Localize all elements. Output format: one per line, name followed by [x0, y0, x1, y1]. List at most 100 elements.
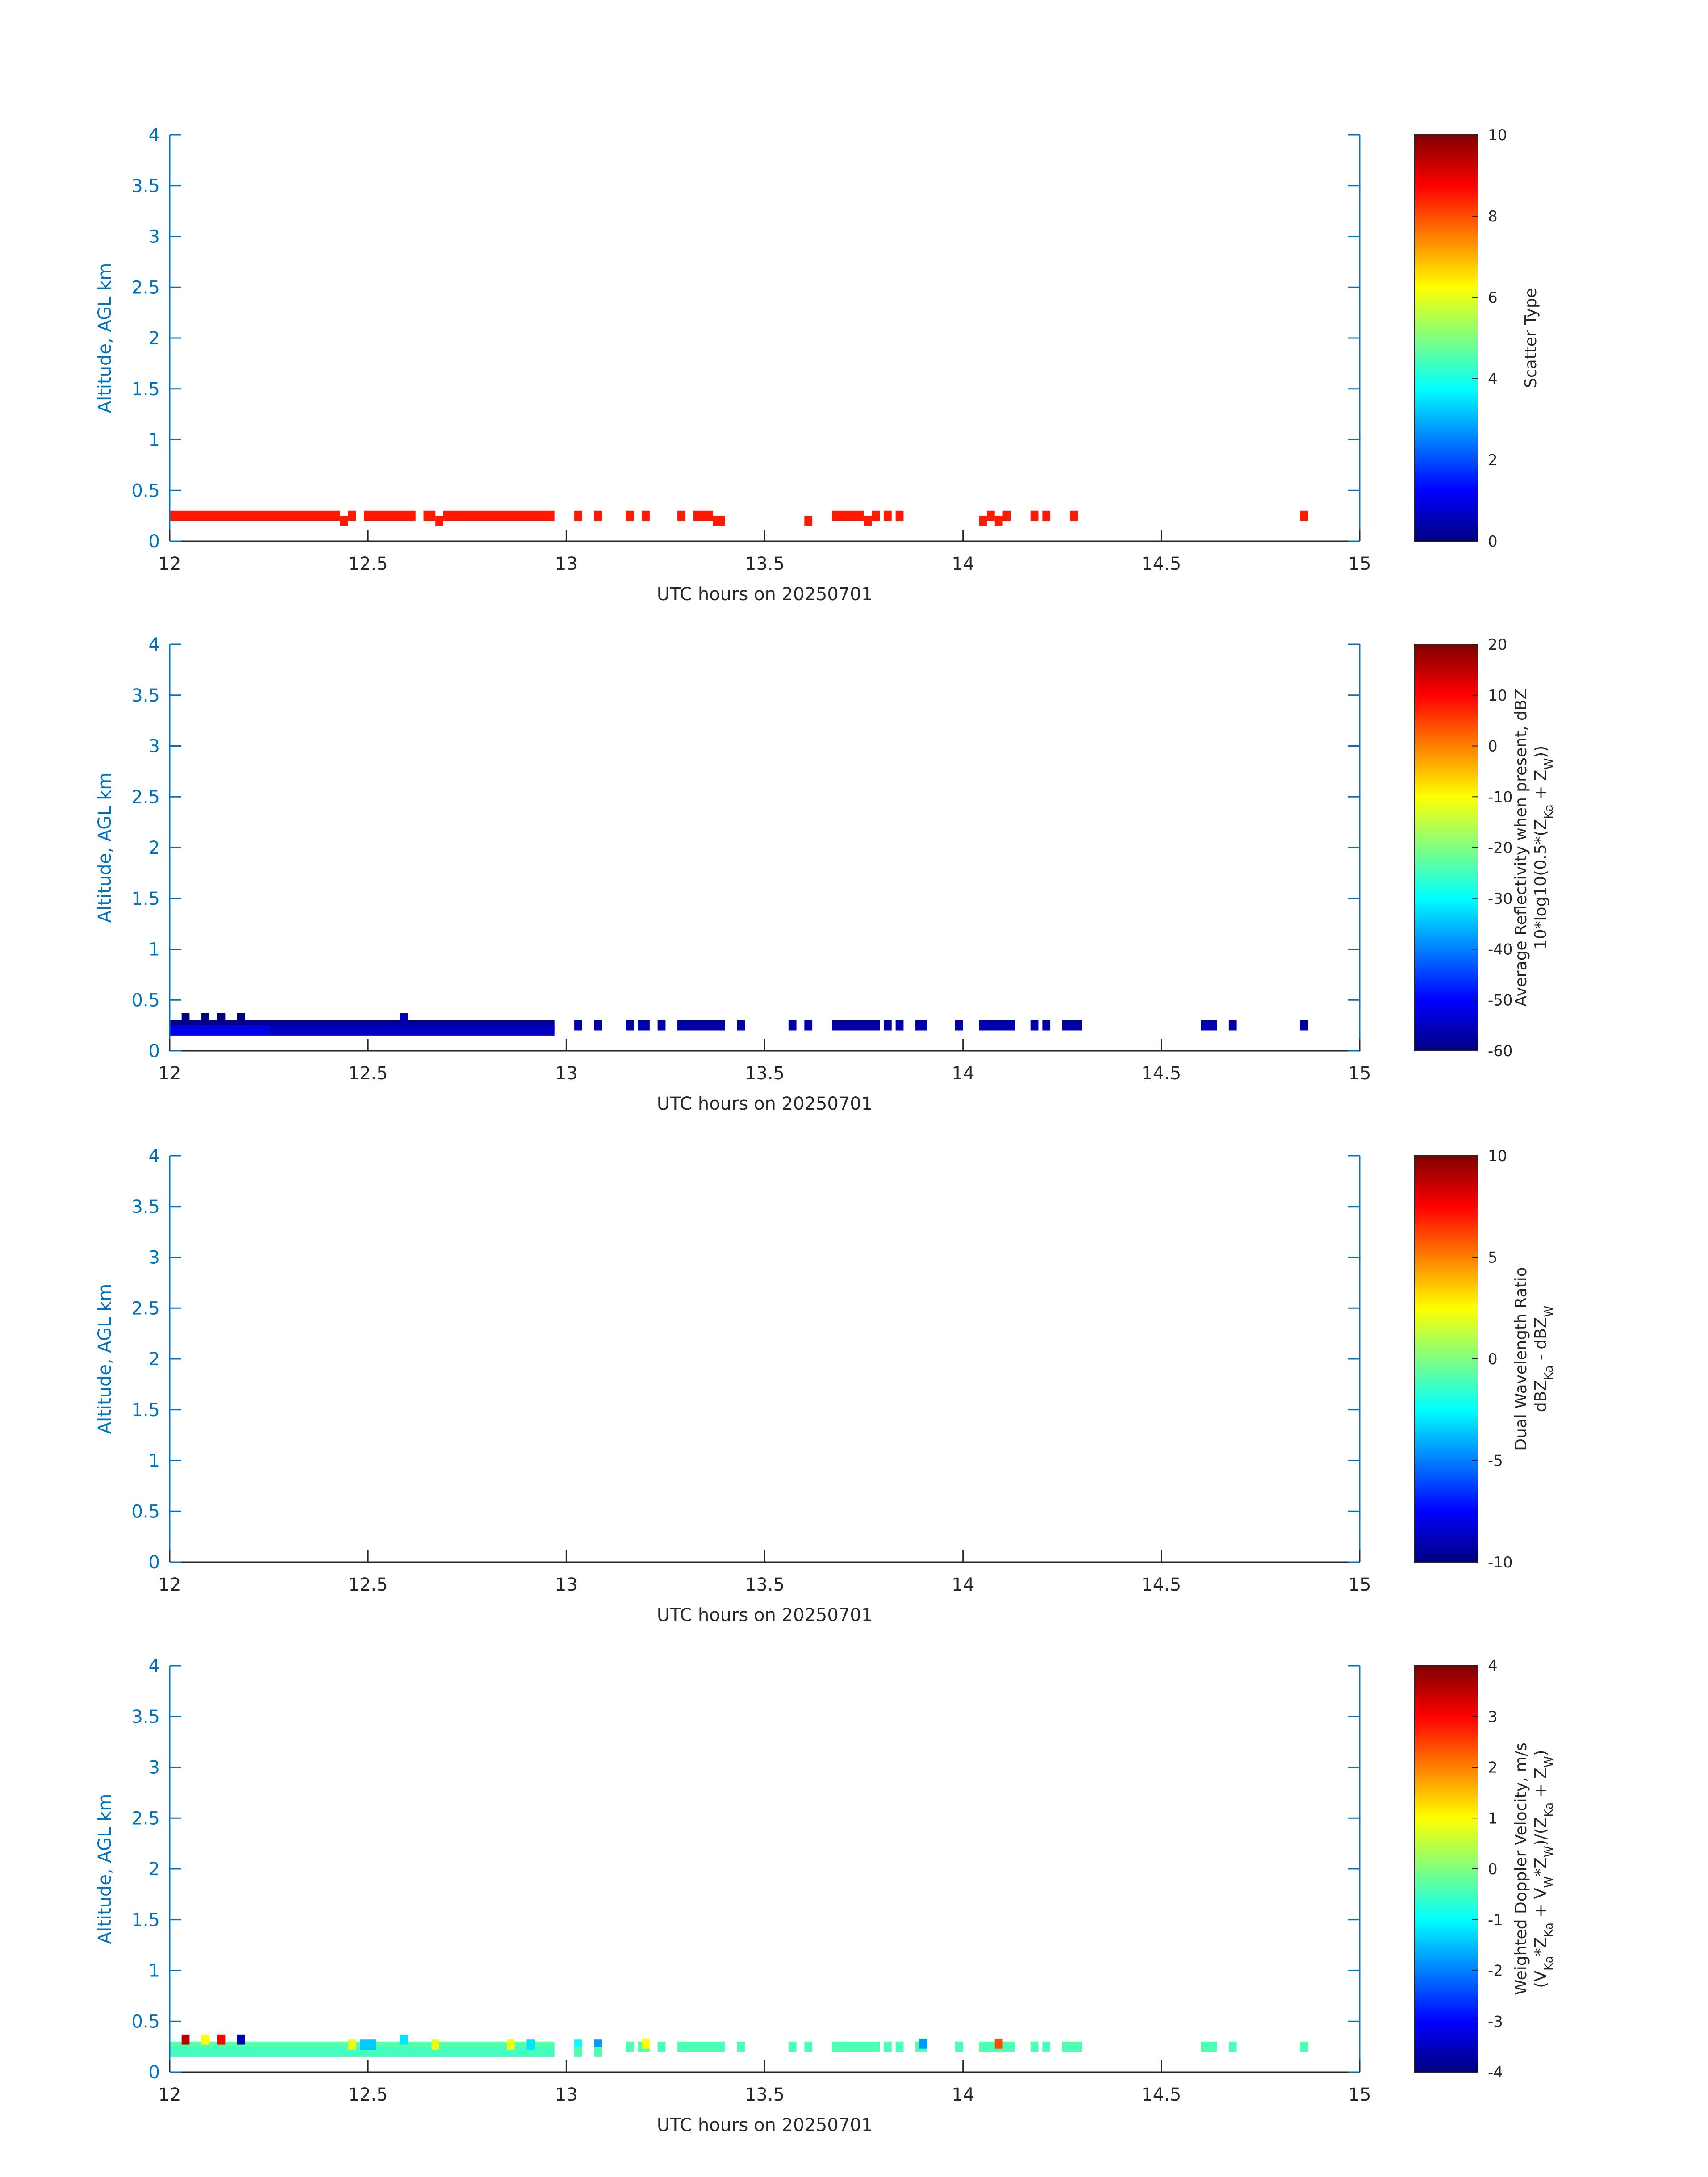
colorbar-tick-label: 6: [1488, 289, 1498, 307]
colorbar-tick-label: -60: [1488, 1042, 1513, 1060]
colorbar-tick-label: -50: [1488, 991, 1513, 1009]
data-cell: [400, 1013, 408, 1024]
y-tick-label: 4: [149, 125, 160, 146]
y-tick-label: 0: [149, 1041, 160, 1061]
y-tick-label: 3.5: [131, 1197, 160, 1217]
data-cell: [1300, 1020, 1308, 1031]
data-cell: [181, 1013, 190, 1024]
colorbar-tick-label: -10: [1488, 788, 1513, 806]
colorbar-gradient: [1414, 1155, 1478, 1563]
colorbar: -10 -5 0 5 10 Dual Wavelength Ratio dBZKa - dB…: [1414, 1147, 1556, 1571]
colorbar-label: Dual Wavelength Ratio: [1512, 1267, 1530, 1450]
data-cell: [737, 2041, 745, 2052]
colorbar-label: Average Reflectivity when present, dBZ: [1512, 689, 1530, 1007]
x-tick-label: 14.5: [1141, 1063, 1181, 1084]
data-cell: [594, 2047, 602, 2057]
x-tick-label: 15: [1349, 2085, 1371, 2105]
data-cell: [955, 1020, 963, 1031]
data-cell: [693, 510, 714, 521]
data-cell: [626, 510, 634, 521]
colorbar-gradient: [1414, 1665, 1478, 2073]
colorbar-tick-label: 0: [1488, 738, 1498, 756]
y-tick-label: 2.5: [131, 277, 160, 298]
colorbar-tick-label: -3: [1488, 2013, 1503, 2031]
colorbar-tick-label: 8: [1488, 208, 1498, 226]
data-cell: [788, 2041, 797, 2052]
x-tick-label: 12: [159, 2085, 181, 2105]
colorbar-tick-label: 5: [1488, 1249, 1498, 1267]
y-tick-label: 0.5: [131, 990, 160, 1011]
data-cell: [895, 2041, 904, 2052]
colorbar: 0 2 4 6 8 10 Scatter Type: [1414, 126, 1540, 551]
data-cell: [1030, 510, 1039, 521]
data-cell: [269, 1025, 555, 1036]
colorbar-tick-label: 20: [1488, 636, 1507, 654]
data-cell: [677, 1020, 725, 1031]
y-tick-label: 1: [149, 1961, 160, 1981]
data-cell: [626, 1020, 634, 1031]
y-axis-label: Altitude, AGL km: [95, 1794, 115, 1944]
data-cell: [1030, 2041, 1039, 2052]
x-tick-label: 14: [952, 1063, 974, 1084]
x-tick-label: 12.5: [348, 2085, 388, 2105]
x-axis-label: UTC hours on 20250701: [657, 1094, 873, 1114]
data-cell: [986, 510, 995, 521]
data-cell: [1042, 1020, 1051, 1031]
data-cell: [788, 1020, 797, 1031]
y-tick-label: 0: [149, 531, 160, 552]
data-cell: [1070, 510, 1078, 521]
data-cell: [443, 510, 555, 521]
y-tick-label: 3: [149, 1248, 160, 1268]
y-tick-label: 0.5: [131, 1501, 160, 1522]
data-cell: [677, 2041, 725, 2052]
data-cell: [713, 516, 725, 526]
data-cell: [170, 510, 340, 521]
y-tick-label: 3.5: [131, 176, 160, 196]
data-cell: [642, 510, 650, 521]
colorbar-tick-label: -10: [1488, 1554, 1513, 1571]
x-axis-label: UTC hours on 20250701: [657, 2115, 873, 2135]
x-tick-label: 12: [159, 1575, 181, 1595]
data-cell: [642, 2038, 650, 2049]
data-cell: [657, 1020, 666, 1031]
data-cell: [804, 1020, 813, 1031]
data-cell: [574, 510, 582, 521]
colorbar-tick-label: 4: [1488, 1657, 1498, 1675]
data-cell: [348, 510, 356, 521]
data-cell: [832, 2041, 880, 2052]
x-tick-label: 14: [952, 2085, 974, 2105]
x-tick-label: 14.5: [1141, 554, 1181, 574]
x-tick-label: 14: [952, 1575, 974, 1595]
x-tick-label: 13.5: [745, 1575, 785, 1595]
data-cells: [170, 2034, 1308, 2057]
data-cell: [872, 510, 880, 521]
y-tick-label: 3.5: [131, 1707, 160, 1727]
x-tick-label: 14: [952, 554, 974, 574]
data-cell: [884, 510, 892, 521]
data-cell: [431, 2039, 440, 2050]
y-tick-label: 4: [149, 635, 160, 655]
x-tick-label: 13.5: [745, 1063, 785, 1084]
y-tick-label: 1: [149, 940, 160, 960]
data-cell: [1062, 1020, 1082, 1031]
colorbar-tick-label: -4: [1488, 2064, 1503, 2081]
colorbar-tick-label: 3: [1488, 1708, 1498, 1726]
data-cell: [1002, 510, 1011, 521]
y-tick-label: 2.5: [131, 1298, 160, 1319]
colorbar-tick-label: 10: [1488, 1147, 1507, 1165]
data-cell: [1228, 2041, 1237, 2052]
data-cell: [895, 510, 904, 521]
data-cell: [832, 1020, 880, 1031]
y-tick-label: 2.5: [131, 1808, 160, 1829]
y-tick-label: 0.5: [131, 2011, 160, 2032]
y-tick-label: 1.5: [131, 1400, 160, 1421]
y-tick-label: 4: [149, 1146, 160, 1166]
data-cell: [237, 1013, 245, 1024]
x-tick-label: 15: [1349, 1575, 1371, 1595]
data-cell: [1300, 2041, 1308, 2052]
data-cell: [1201, 2041, 1217, 2052]
colorbar-label: Weighted Doppler Velocity, m/s: [1512, 1742, 1530, 1995]
y-tick-label: 2: [149, 1349, 160, 1370]
colorbar-gradient: [1414, 134, 1478, 542]
